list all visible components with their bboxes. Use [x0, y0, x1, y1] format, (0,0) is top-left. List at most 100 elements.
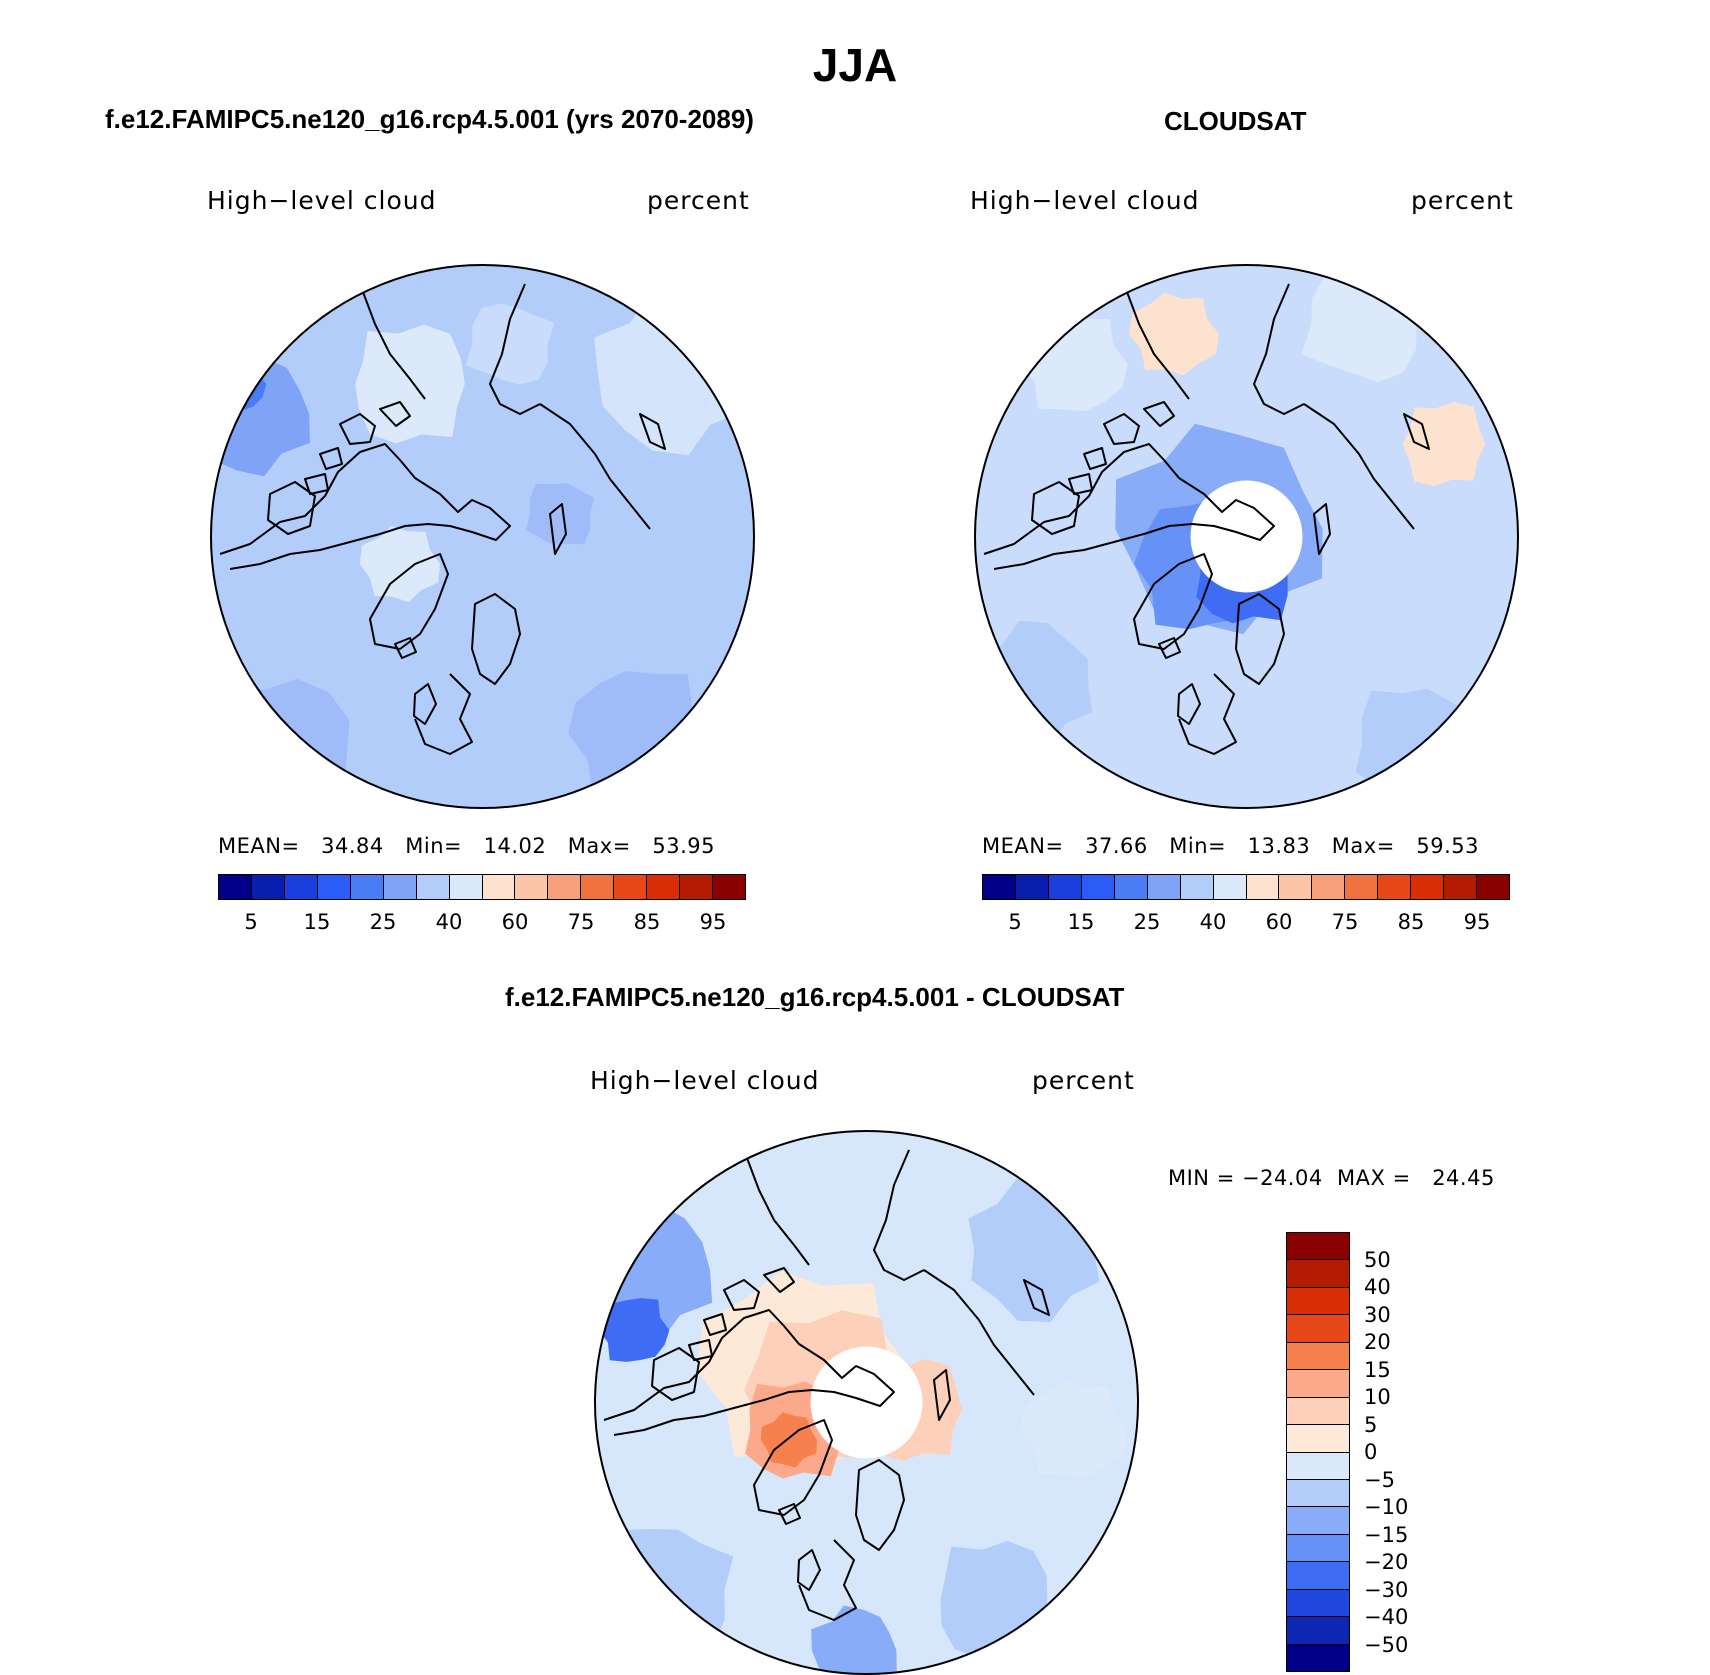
colorbar-swatch — [581, 875, 614, 899]
colorbar-tick-label: 40 — [1364, 1275, 1391, 1299]
colorbar-tick-label: 40 — [436, 910, 463, 934]
colorbar-tick-label: 10 — [1364, 1385, 1391, 1409]
colorbar-tick-label: 0 — [1364, 1440, 1377, 1464]
colorbar-swatch — [1287, 1398, 1349, 1425]
colorbar-swatch — [1287, 1343, 1349, 1370]
colorbar-tick-label: 60 — [1266, 910, 1293, 934]
colorbar-swatch — [1287, 1233, 1349, 1260]
panel1-polar-map — [210, 264, 755, 809]
panel1-colorbar-labels: 5 15 25 40 60 75 85 95 — [218, 910, 746, 940]
colorbar-swatch — [1444, 875, 1477, 899]
colorbar-swatch — [1378, 875, 1411, 899]
panel1-min-label: Min= — [405, 834, 462, 858]
colorbar-tick-label: −20 — [1364, 1550, 1408, 1574]
panel1-units-label: percent — [647, 186, 750, 215]
colorbar-tick-label: 15 — [304, 910, 331, 934]
colorbar-tick-label: 85 — [634, 910, 661, 934]
colorbar-swatch — [1287, 1562, 1349, 1589]
colorbar-tick-label: 25 — [370, 910, 397, 934]
colorbar-tick-label: 75 — [568, 910, 595, 934]
panel1-variable-label: High−level cloud — [207, 186, 437, 215]
panel2-mean-value: 37.66 — [1085, 834, 1148, 858]
colorbar-tick-label: 5 — [1008, 910, 1021, 934]
colorbar-swatch — [1312, 875, 1345, 899]
colorbar-tick-label: −10 — [1364, 1495, 1408, 1519]
panel1-max-value: 53.95 — [652, 834, 715, 858]
colorbar-swatch — [351, 875, 384, 899]
colorbar-swatch — [318, 875, 351, 899]
colorbar-tick-label: 85 — [1398, 910, 1425, 934]
panel3-variable-label: High−level cloud — [590, 1066, 820, 1095]
colorbar-swatch — [1287, 1260, 1349, 1287]
colorbar-swatch — [1345, 875, 1378, 899]
colorbar-swatch — [384, 875, 417, 899]
panel3-units-label: percent — [1032, 1066, 1135, 1095]
colorbar-swatch — [1287, 1590, 1349, 1617]
panel1-min-value: 14.02 — [484, 834, 547, 858]
colorbar-swatch — [1247, 875, 1280, 899]
colorbar-tick-label: 95 — [700, 910, 727, 934]
colorbar-tick-label: 15 — [1068, 910, 1095, 934]
colorbar-tick-label: 5 — [244, 910, 257, 934]
colorbar-swatch — [647, 875, 680, 899]
colorbar-swatch — [1279, 875, 1312, 899]
panel2-max-label: Max= — [1332, 834, 1395, 858]
panel2-max-value: 59.53 — [1416, 834, 1479, 858]
contour-region — [1403, 402, 1485, 487]
panel2-min-value: 13.83 — [1248, 834, 1311, 858]
panel2-stats: MEAN= 37.66 Min= 13.83 Max= 59.53 — [982, 834, 1479, 858]
panel2-title: CLOUDSAT — [1164, 106, 1307, 137]
colorbar-swatch — [450, 875, 483, 899]
colorbar-tick-label: 60 — [502, 910, 529, 934]
colorbar-tick-label: −5 — [1364, 1468, 1395, 1492]
colorbar-swatch — [1082, 875, 1115, 899]
colorbar-swatch — [285, 875, 318, 899]
panel1-mean-label: MEAN= — [218, 834, 300, 858]
colorbar-swatch — [614, 875, 647, 899]
panel2-variable-label: High−level cloud — [970, 186, 1200, 215]
colorbar-tick-label: −15 — [1364, 1523, 1408, 1547]
panel1-max-label: Max= — [568, 834, 631, 858]
colorbar-tick-label: −50 — [1364, 1633, 1408, 1657]
colorbar-swatch — [219, 875, 252, 899]
panel3-minmax: MIN = −24.04 MAX = 24.45 — [1168, 1166, 1495, 1190]
colorbar-swatch — [1287, 1645, 1349, 1671]
colorbar-swatch — [1287, 1370, 1349, 1397]
colorbar-swatch — [1287, 1315, 1349, 1342]
colorbar-tick-label: 5 — [1364, 1413, 1377, 1437]
colorbar-swatch — [483, 875, 516, 899]
colorbar-swatch — [1115, 875, 1148, 899]
colorbar-swatch — [1477, 875, 1509, 899]
colorbar-swatch — [1287, 1507, 1349, 1534]
panel1-mean-value: 34.84 — [321, 834, 384, 858]
colorbar-swatch — [1287, 1453, 1349, 1480]
panel3-colorbar — [1286, 1232, 1350, 1672]
panel2-min-label: Min= — [1169, 834, 1226, 858]
colorbar-tick-label: 75 — [1332, 910, 1359, 934]
colorbar-tick-label: 20 — [1364, 1330, 1391, 1354]
colorbar-swatch — [1181, 875, 1214, 899]
panel3-title: f.e12.FAMIPC5.ne120_g16.rcp4.5.001 - CLO… — [505, 982, 1124, 1013]
colorbar-tick-label: −40 — [1364, 1605, 1408, 1629]
colorbar-swatch — [548, 875, 581, 899]
colorbar-swatch — [1287, 1288, 1349, 1315]
colorbar-swatch — [680, 875, 713, 899]
colorbar-swatch — [1287, 1617, 1349, 1644]
panel1-stats: MEAN= 34.84 Min= 14.02 Max= 53.95 — [218, 834, 715, 858]
contour-region — [355, 325, 465, 444]
panel2-mean-label: MEAN= — [982, 834, 1064, 858]
contour-region — [1356, 689, 1473, 800]
colorbar-tick-label: 40 — [1200, 910, 1227, 934]
colorbar-swatch — [1214, 875, 1247, 899]
colorbar-swatch — [252, 875, 285, 899]
panel3-polar-map — [594, 1130, 1139, 1675]
colorbar-swatch — [1016, 875, 1049, 899]
colorbar-tick-label: 25 — [1134, 910, 1161, 934]
colorbar-swatch — [1287, 1535, 1349, 1562]
panel2-units-label: percent — [1411, 186, 1514, 215]
colorbar-swatch — [515, 875, 548, 899]
colorbar-swatch — [983, 875, 1016, 899]
colorbar-tick-label: −30 — [1364, 1578, 1408, 1602]
